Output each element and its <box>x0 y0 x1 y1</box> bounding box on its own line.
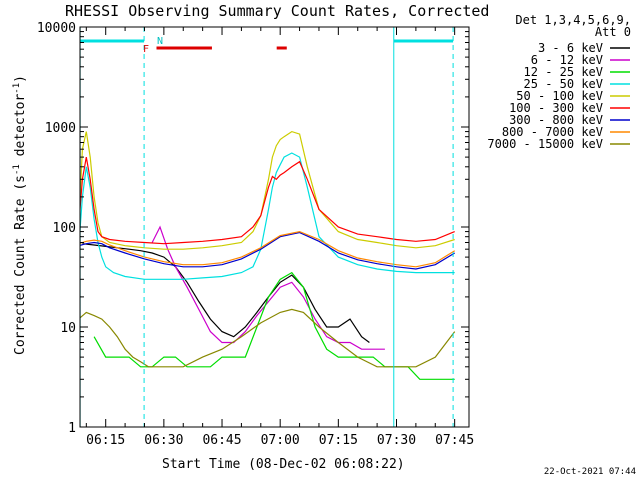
night-flag-label: N <box>157 36 163 47</box>
series-line-5 <box>80 156 455 245</box>
x-tick-label-6: 07:45 <box>435 433 474 448</box>
series-line-1 <box>151 225 385 350</box>
y-label-suffix: ) <box>13 75 28 83</box>
legend-label-7: 800 - 7000 keV <box>502 125 603 139</box>
legend-header-1: Att 0 <box>595 25 631 39</box>
y-label-exp1: -1 <box>12 164 22 175</box>
legend-label-1: 6 - 12 keV <box>531 53 603 67</box>
y-tick-label-0: 1 <box>68 421 76 436</box>
y-label-prefix: Corrected Count Rate (s <box>13 175 28 355</box>
y-tick-label-1: 10 <box>60 321 76 336</box>
x-tick-label-1: 06:30 <box>144 433 183 448</box>
legend-label-3: 25 - 50 keV <box>524 77 603 91</box>
legend-label-6: 300 - 800 keV <box>509 113 603 127</box>
x-tick-label-5: 07:30 <box>377 433 416 448</box>
legend-header-0: Det 1,3,4,5,6,9, <box>515 13 631 27</box>
legend-label-5: 100 - 300 keV <box>509 101 603 115</box>
chart-title: RHESSI Observing Summary Count Rates, Co… <box>65 2 489 20</box>
generation-timestamp: 22-Oct-2021 07:44 <box>544 467 636 477</box>
y-label-exp2: -1 <box>12 83 22 94</box>
x-tick-label-3: 07:00 <box>261 433 300 448</box>
series-layer <box>80 130 456 380</box>
legend-label-0: 3 - 6 keV <box>538 41 603 55</box>
series-line-7 <box>80 230 456 268</box>
y-axis-label: Corrected Count Rate (s-1 detector-1) <box>12 75 28 355</box>
y-label-mid: detector <box>13 94 28 165</box>
legend-label-2: 12 - 25 keV <box>524 65 603 79</box>
y-tick-label-4: 10000 <box>37 21 76 36</box>
flare-flag-label: F <box>143 44 149 55</box>
y-tick-label-3: 1000 <box>45 121 76 136</box>
tick-layer: 1 10 100 1000 10000 06:15 06:30 06:45 07:00 07:15… <box>37 21 474 448</box>
series-line-6 <box>80 231 456 270</box>
series-line-3 <box>80 152 455 280</box>
series-line-8 <box>80 308 456 368</box>
y-tick-label-2: 100 <box>53 221 76 236</box>
legend-label-4: 50 - 100 keV <box>516 89 603 103</box>
x-tick-label-0: 06:15 <box>86 433 125 448</box>
series-line-0 <box>82 243 370 343</box>
x-tick-label-4: 07:15 <box>319 433 358 448</box>
x-tick-label-2: 06:45 <box>202 433 241 448</box>
legend-label-8: 7000 - 15000 keV <box>487 137 603 151</box>
x-axis-label: Start Time (08-Dec-02 06:08:22) <box>162 457 405 472</box>
